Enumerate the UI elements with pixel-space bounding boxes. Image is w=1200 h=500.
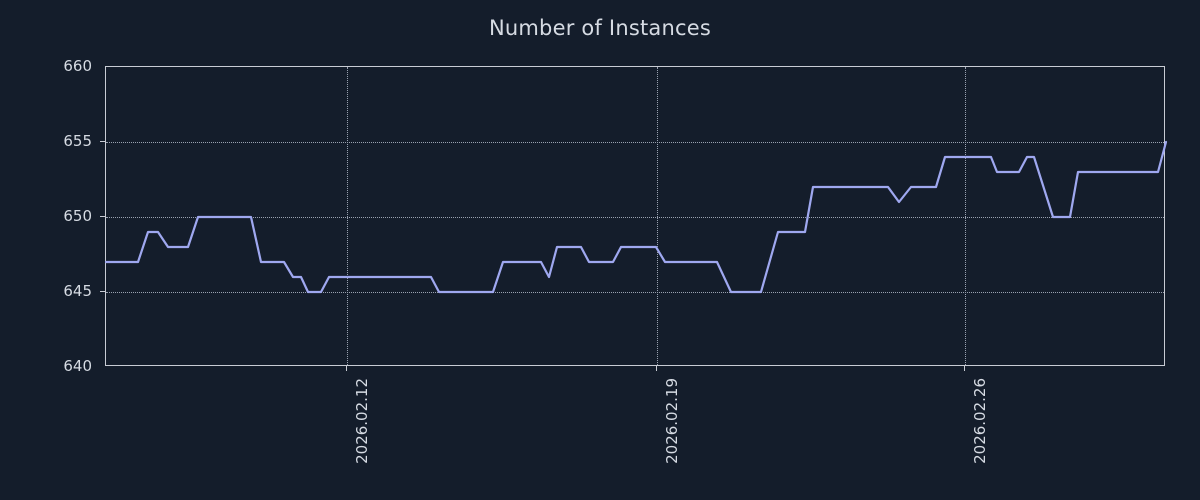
x-axis-tick-label: 2026.02.26 — [971, 378, 989, 464]
x-axis-tick-mark — [964, 366, 965, 371]
plot-area — [104, 66, 1168, 366]
y-axis-tick-mark — [100, 216, 106, 217]
x-axis-tick-label: 2026.02.19 — [663, 378, 681, 464]
y-axis-tick-mark — [100, 291, 106, 292]
y-axis-tick-mark — [100, 141, 106, 142]
gridline-horizontal — [106, 142, 1164, 143]
y-axis-tick-label: 645 — [63, 282, 92, 300]
y-axis-tick-label: 655 — [63, 132, 92, 150]
gridline-horizontal — [106, 217, 1164, 218]
x-axis-tick-label: 2026.02.12 — [353, 378, 371, 464]
series-line-chart — [104, 140, 1168, 294]
y-axis-tick-label: 650 — [63, 207, 92, 225]
series-line-instances — [104, 140, 1168, 294]
chart-title: Number of Instances — [488, 16, 711, 40]
gridline-vertical — [657, 67, 658, 365]
y-axis-tick-label: 640 — [63, 357, 92, 375]
gridline-horizontal — [106, 292, 1164, 293]
x-axis-tick-mark — [346, 366, 347, 371]
gridline-vertical — [965, 67, 966, 365]
x-axis-tick-mark — [656, 366, 657, 371]
gridline-vertical — [347, 67, 348, 365]
y-axis-tick-label: 660 — [63, 57, 92, 75]
